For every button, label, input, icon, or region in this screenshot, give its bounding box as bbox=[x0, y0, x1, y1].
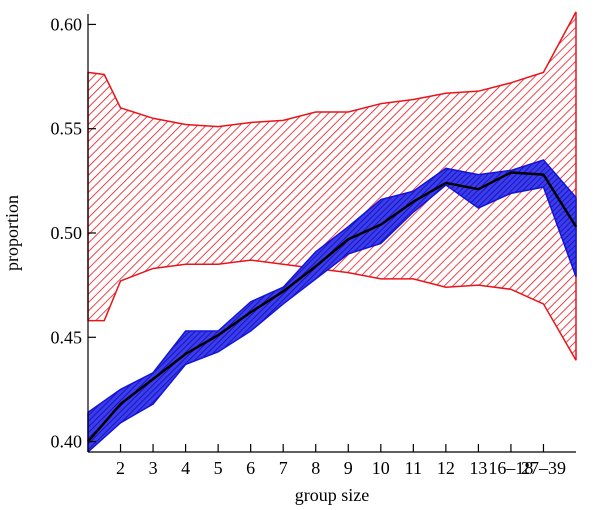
x-tick-label-9: 11 bbox=[405, 458, 422, 478]
y-tick-label-2: 0.50 bbox=[51, 223, 83, 243]
x-tick-label-12: 16–18 bbox=[488, 458, 533, 478]
band-lower-line-1 bbox=[87, 184, 577, 453]
band-upper-line-0 bbox=[87, 11, 577, 128]
x-tick-label-13: 27–39 bbox=[521, 458, 566, 478]
x-tick-label-1: 3 bbox=[149, 458, 158, 478]
x-tick-label-10: 12 bbox=[437, 458, 455, 478]
x-tick-label-3: 5 bbox=[214, 458, 223, 478]
band-fill-0 bbox=[88, 11, 576, 361]
x-tick-label-11: 13 bbox=[469, 458, 487, 478]
x-tick-label-2: 4 bbox=[181, 458, 190, 478]
y-tick-label-0: 0.40 bbox=[51, 432, 83, 452]
plot-area bbox=[87, 11, 578, 453]
band-fill-1 bbox=[88, 160, 576, 452]
y-tick-label-1: 0.45 bbox=[51, 327, 83, 347]
y-axis-title: proportion bbox=[2, 195, 22, 271]
x-tick-label-8: 10 bbox=[372, 458, 390, 478]
x-tick-label-4: 6 bbox=[246, 458, 255, 478]
band-upper-line-1 bbox=[87, 159, 577, 413]
x-tick-label-6: 8 bbox=[311, 458, 320, 478]
x-tick-label-0: 2 bbox=[116, 458, 125, 478]
x-tick-label-5: 7 bbox=[279, 458, 288, 478]
x-axis-title: group size bbox=[295, 485, 369, 505]
x-tick-label-7: 9 bbox=[344, 458, 353, 478]
mean-line bbox=[87, 171, 578, 443]
axes: 0.40 0.45 0.50 0.55 0.60 2 3 4 5 6 7 8 9 10 11 12 13 16–1… bbox=[51, 14, 576, 478]
y-tick-label-3: 0.55 bbox=[51, 119, 83, 139]
y-tick-label-4: 0.60 bbox=[51, 14, 83, 34]
